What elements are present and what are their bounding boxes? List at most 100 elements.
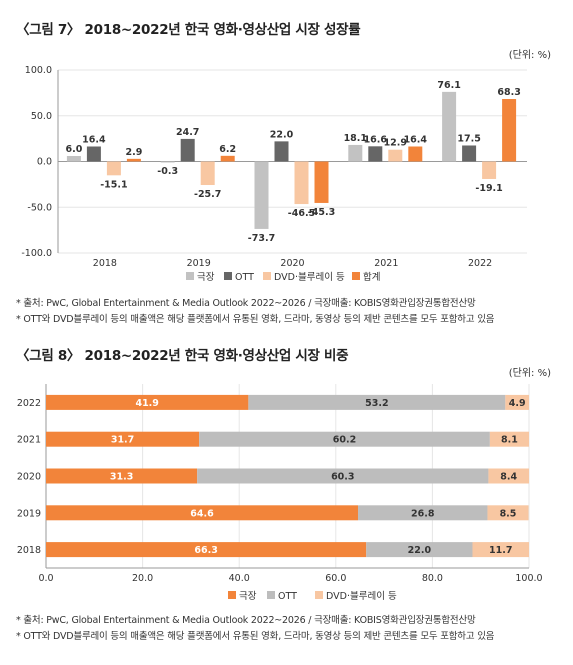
bar-합계-2022	[502, 99, 517, 162]
x-tick-label: 60.0	[325, 573, 346, 584]
data-label: 18.1	[344, 133, 367, 144]
legend-label: 합계	[363, 271, 380, 283]
y-tick-label: -100.0	[21, 248, 52, 259]
chart7-note-ott: * OTT와 DVD블루레이 등의 매출액은 해당 플랫폼에서 유통된 영화, …	[16, 314, 495, 325]
y-tick-label: 2020	[17, 472, 41, 483]
data-label: 26.8	[411, 508, 435, 519]
data-label: -25.7	[194, 189, 221, 200]
bar-합계-2020	[314, 161, 329, 203]
bar-DVD·블루레이 등-2019	[487, 505, 529, 521]
data-label: -73.7	[248, 233, 275, 244]
x-tick-label: 2021	[374, 258, 398, 269]
y-tick-label: 50.0	[31, 111, 52, 122]
data-label: 31.7	[111, 435, 134, 446]
data-label: 6.2	[219, 144, 236, 155]
bar-DVD·블루레이 등-2022	[482, 161, 497, 179]
bar-DVD·블루레이 등-2021	[489, 431, 529, 447]
legend-label: OTT	[278, 591, 297, 602]
data-label: 11.7	[489, 545, 512, 556]
bar-OTT-2018	[366, 542, 473, 558]
bar-DVD·블루레이 등-2018	[106, 161, 121, 176]
bar-OTT-2020	[197, 468, 489, 484]
x-tick-label: 2019	[187, 258, 211, 269]
x-tick-label: 2018	[93, 258, 117, 269]
bar-OTT-2022	[248, 394, 506, 410]
data-label: 60.3	[331, 472, 354, 483]
data-label: -0.3	[157, 166, 178, 177]
data-label: 41.9	[135, 398, 158, 409]
legend-swatch	[263, 272, 271, 280]
bar-극장-2019	[160, 161, 175, 163]
bar-극장-2020	[254, 161, 269, 229]
chart7-unit: (단위: %)	[508, 50, 551, 61]
data-label: 31.3	[110, 472, 133, 483]
legend-label: DVD·블루레이 등	[326, 591, 397, 602]
bar-극장-2018	[46, 542, 367, 558]
x-tick-label: 80.0	[422, 573, 443, 584]
x-tick-label: 2020	[280, 258, 304, 269]
data-label: 24.7	[176, 127, 199, 138]
data-label: 22.0	[270, 129, 294, 140]
data-label: 22.0	[408, 545, 432, 556]
data-label: 53.2	[365, 398, 388, 409]
chart7-note-source: * 출처: PwC, Global Entertainment & Media …	[16, 298, 476, 309]
chart8-note-ott: * OTT와 DVD블루레이 등의 매출액은 해당 플랫폼에서 유통된 영화, …	[16, 631, 495, 642]
bar-DVD·블루레이 등-2020	[488, 468, 529, 484]
data-label: 68.3	[497, 87, 520, 98]
x-tick-label: 20.0	[132, 573, 153, 584]
bar-극장-2022	[46, 394, 249, 410]
bar-합계-2018	[126, 158, 141, 162]
y-tick-label: 0.0	[37, 157, 52, 168]
data-label: 76.1	[437, 80, 460, 91]
y-tick-label: -50.0	[27, 202, 52, 213]
data-label: 16.4	[404, 134, 428, 145]
data-label: 12.9	[384, 138, 407, 149]
legend-swatch	[224, 272, 232, 280]
y-tick-label: 2019	[17, 508, 41, 519]
bar-DVD·블루레이 등-2018	[472, 542, 529, 558]
data-label: -19.1	[475, 183, 502, 194]
bar-합계-2021	[408, 146, 423, 162]
x-tick-label: 100.0	[515, 573, 542, 584]
bar-DVD·블루레이 등-2020	[294, 161, 309, 205]
bar-OTT-2020	[274, 141, 289, 162]
chart8-title: 〈그림 8〉 2018~2022년 한국 영화·영상산업 시장 비중	[16, 348, 349, 364]
bar-극장-2021	[348, 144, 363, 162]
data-label: 60.2	[333, 435, 356, 446]
data-label: -45.3	[308, 207, 335, 218]
y-tick-label: 100.0	[25, 65, 52, 76]
y-tick-label: 2018	[17, 545, 41, 556]
bar-OTT-2019	[180, 138, 195, 162]
data-label: 8.5	[500, 508, 517, 519]
chart8-svg: 0.0 20.0 40.0 60.0 80.0 100.0 2022 41.9 53.2 4.9 2…	[17, 384, 543, 602]
bar-극장-2021	[46, 431, 200, 447]
bar-OTT-2022	[462, 145, 477, 162]
x-tick-label: 40.0	[229, 573, 250, 584]
bar-극장-2019	[46, 505, 359, 521]
bar-OTT-2018	[86, 146, 101, 162]
bar-극장-2020	[46, 468, 198, 484]
data-label: 8.1	[501, 435, 518, 446]
legend-label: DVD·블루레이 등	[274, 272, 345, 283]
data-label: 66.3	[194, 545, 217, 556]
legend-swatch	[267, 591, 275, 599]
bar-DVD·블루레이 등-2022	[505, 394, 529, 410]
data-label: 4.9	[509, 398, 526, 409]
bar-합계-2019	[220, 155, 235, 162]
legend-swatch	[186, 272, 194, 280]
legend-label: 극장	[239, 591, 257, 602]
bar-극장-2022	[442, 91, 457, 162]
data-label: 16.4	[82, 134, 106, 145]
bar-OTT-2021	[199, 431, 490, 447]
data-label: 64.6	[190, 508, 214, 519]
data-label: 6.0	[65, 144, 82, 155]
chart7-title: 〈그림 7〉 2018~2022년 한국 영화·영상산업 시장 성장률	[16, 22, 361, 38]
y-tick-label: 2022	[17, 398, 41, 409]
legend-swatch	[352, 272, 360, 280]
data-label: 2.9	[125, 147, 142, 158]
bar-DVD·블루레이 등-2021	[388, 149, 403, 162]
chart7-svg: 100.050.00.0-50.0-100.06.016.4-15.12.920…	[21, 65, 527, 283]
legend-label: OTT	[235, 272, 254, 283]
bar-극장-2018	[66, 156, 81, 162]
legend-label: 극장	[197, 272, 215, 283]
